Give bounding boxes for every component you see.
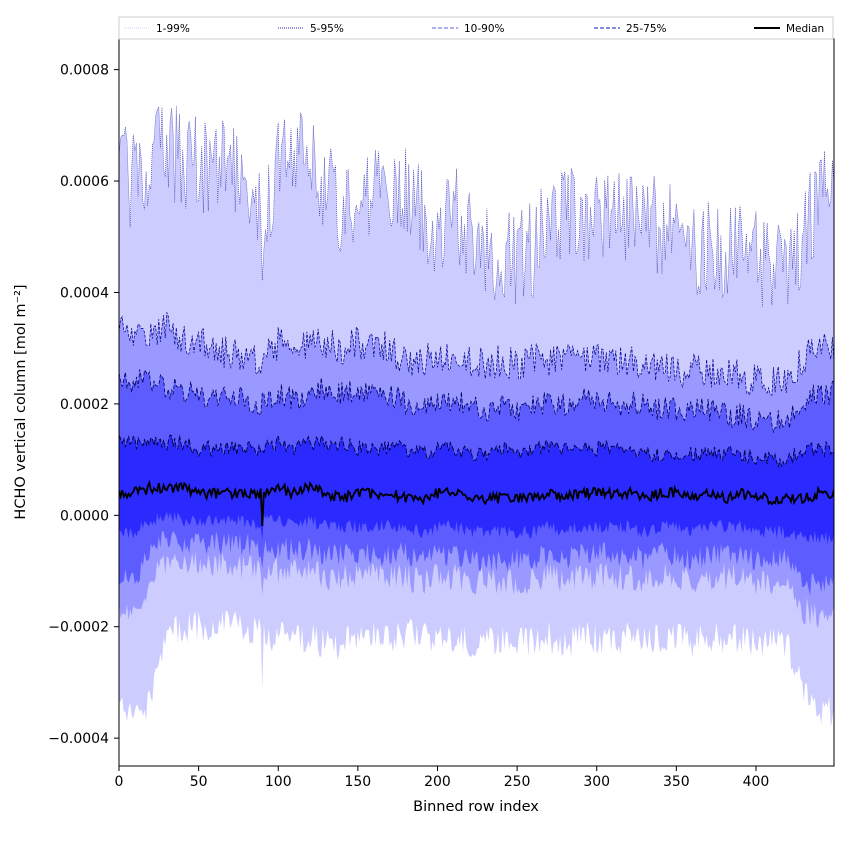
x-axis-label: Binned row index	[413, 799, 539, 815]
legend-entry: 25-75%	[626, 23, 667, 35]
legend-entry: 1-99%	[156, 23, 190, 35]
x-tick-label: 0	[115, 774, 124, 790]
y-tick-label: 0.0004	[60, 285, 109, 301]
band-25-75	[119, 435, 834, 545]
line-median	[119, 479, 834, 526]
x-axis: 0 50 100 150 200 250 300 350 400	[115, 766, 770, 790]
x-tick-label: 100	[265, 774, 292, 790]
x-tick-label: 50	[190, 774, 208, 790]
legend-entry: Median	[786, 23, 824, 35]
legend-entry: 5-95%	[310, 23, 344, 35]
y-tick-label: 0.0008	[60, 63, 109, 79]
y-axis: −0.0004 −0.0002 0.0000 0.0002 0.0004 0.0006 0.…	[48, 63, 119, 747]
line-p99	[119, 105, 834, 307]
legend-entry: 10-90%	[464, 23, 505, 35]
x-tick-label: 200	[424, 774, 451, 790]
percentile-lines	[119, 105, 834, 526]
y-tick-label: −0.0004	[48, 731, 109, 747]
x-tick-label: 300	[583, 774, 610, 790]
line-p90	[119, 369, 834, 434]
x-tick-label: 250	[504, 774, 531, 790]
legend: 1-99% 5-95% 10-90% 25-75% Median	[118, 16, 834, 40]
y-tick-label: 0.0000	[60, 508, 109, 524]
x-tick-label: 150	[344, 774, 371, 790]
y-tick-label: −0.0002	[48, 620, 109, 636]
percentile-bands	[119, 105, 834, 728]
line-p95	[119, 312, 834, 397]
y-tick-label: 0.0006	[60, 174, 109, 190]
y-axis-label: HCHO vertical column [mol m⁻²]	[13, 284, 29, 519]
line-p75	[119, 434, 834, 469]
y-tick-label: 0.0002	[60, 397, 109, 413]
x-tick-label: 350	[663, 774, 690, 790]
x-tick-label: 400	[743, 774, 770, 790]
legend-frame	[118, 16, 834, 40]
